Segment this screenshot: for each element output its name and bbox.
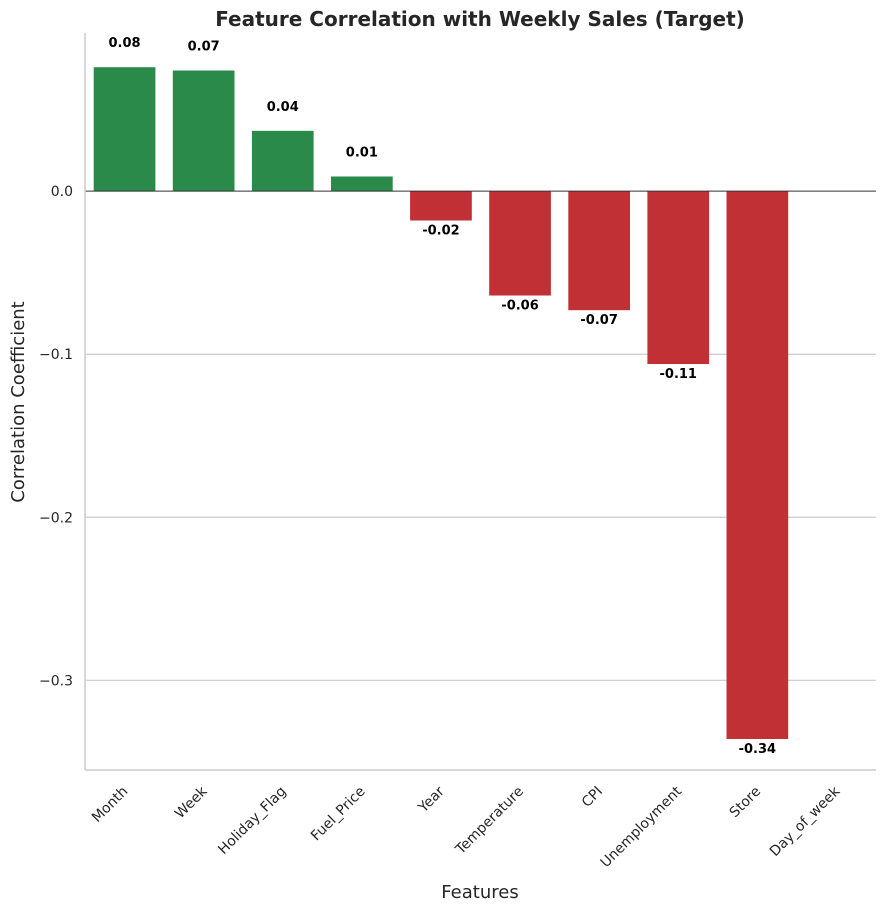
bar <box>172 70 235 192</box>
data-label: 0.01 <box>346 145 378 160</box>
x-tick-label: Unemployment <box>598 783 686 871</box>
bar <box>93 67 156 192</box>
data-label: 0.08 <box>109 36 141 51</box>
bar <box>647 191 710 364</box>
y-tick-label: 0.0 <box>51 184 73 200</box>
data-label: -0.34 <box>739 742 776 757</box>
bar <box>726 191 789 740</box>
data-label-layer: 0.08 0.07 0.04 0.01 -0.02 -0.06 -0.07 -0.11 -0.3… <box>109 36 777 757</box>
chart-title: Feature Correlation with Weekly Sales (T… <box>215 7 745 31</box>
bar <box>489 191 551 296</box>
x-tick-label: Day_of_week <box>767 783 844 860</box>
y-tick-label: −0.1 <box>39 347 73 363</box>
x-tick-label: Year <box>415 783 448 816</box>
data-label: -0.07 <box>580 313 617 328</box>
x-tick-label: CPI <box>579 784 606 811</box>
x-tick-label: Temperature <box>452 784 527 859</box>
x-tick-layer: Month Week Holiday_Flag Fuel_Price Year Tempe… <box>89 783 844 871</box>
data-label: 0.04 <box>267 100 299 115</box>
bar <box>331 176 393 192</box>
data-label: 0.07 <box>188 40 220 55</box>
x-tick-label: Store <box>727 784 764 821</box>
bar <box>410 191 472 221</box>
x-tick-label: Holiday_Flag <box>215 784 289 858</box>
y-axis-title: Correlation Coefficient <box>8 301 29 502</box>
x-axis-title: Features <box>441 882 518 903</box>
x-tick-label: Fuel_Price <box>308 784 369 845</box>
y-tick-layer: 0.0 −0.1 −0.2 −0.3 <box>39 184 73 689</box>
y-tick-label: −0.3 <box>39 673 73 689</box>
x-tick-label: Week <box>172 783 211 822</box>
data-label: -0.02 <box>422 224 459 239</box>
bar <box>251 130 314 192</box>
y-tick-label: −0.2 <box>39 510 73 526</box>
data-label: -0.11 <box>660 367 697 382</box>
x-tick-label: Month <box>89 784 131 826</box>
bar-layer <box>93 67 789 740</box>
bar <box>568 191 630 311</box>
data-label: -0.06 <box>501 299 538 314</box>
